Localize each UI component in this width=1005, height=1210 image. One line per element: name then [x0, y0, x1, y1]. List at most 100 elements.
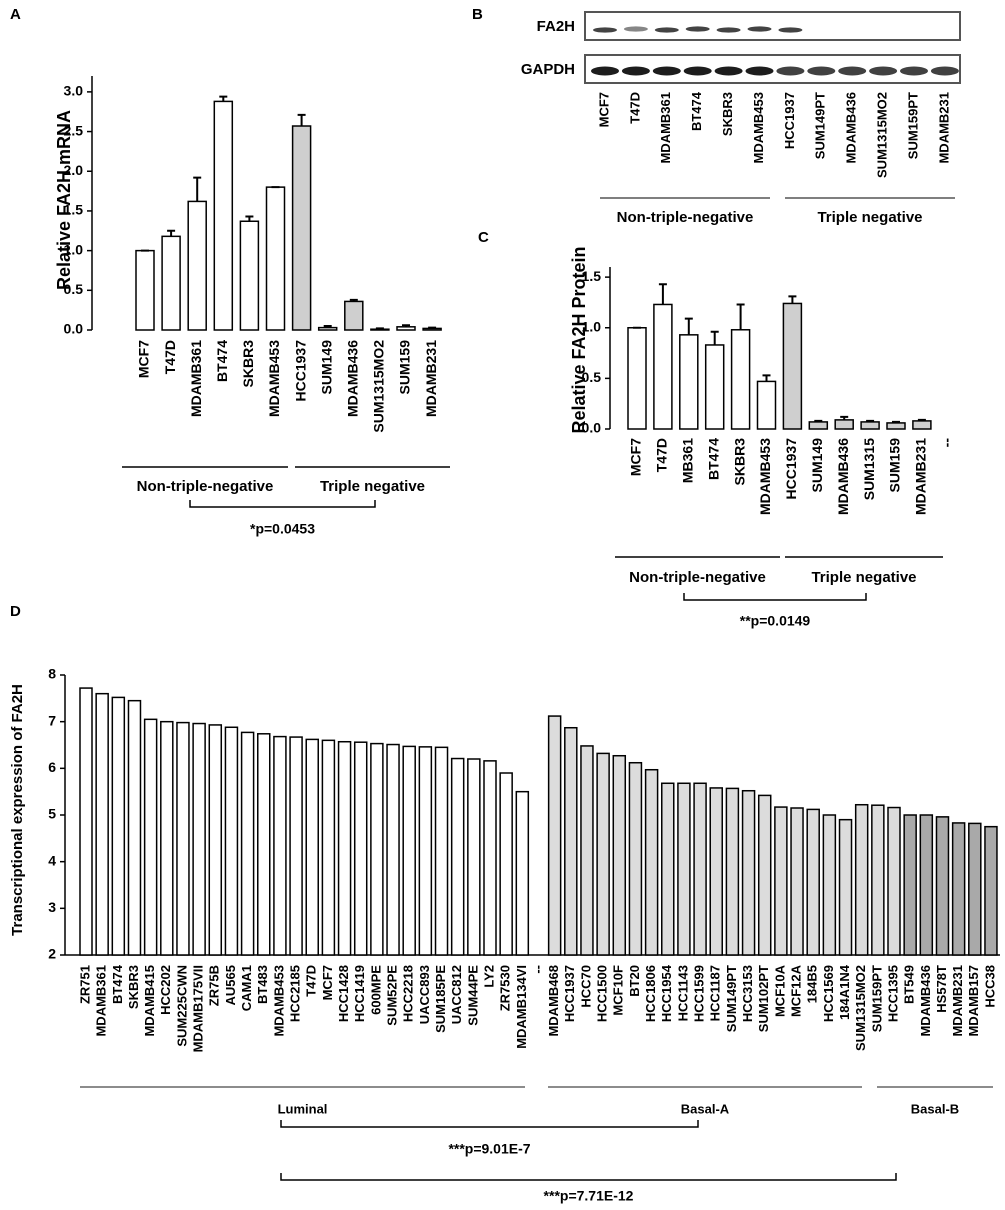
group-label: Non-triple-negative — [617, 209, 754, 226]
error-bar — [710, 330, 719, 345]
group-label: Basal-B — [911, 1101, 959, 1116]
bar — [679, 334, 699, 430]
y-tick-label: 0.5 — [582, 369, 602, 385]
x-tick-label: MDAMB453 — [271, 965, 286, 1037]
bar — [912, 420, 932, 430]
bar — [370, 742, 384, 956]
bar — [422, 327, 442, 331]
bar — [273, 735, 287, 956]
y-tick-label: 0.0 — [64, 321, 84, 337]
panel-letter: A — [10, 6, 21, 23]
bar — [627, 327, 647, 430]
x-tick-label: HCC1599 — [692, 965, 707, 1022]
x-tick-label: HCC1806 — [643, 965, 658, 1022]
x-tick-label: CAMA1 — [239, 965, 254, 1011]
x-tick-label: SUM149 — [318, 340, 334, 395]
bar — [903, 814, 917, 956]
group-label: Non-triple-negative — [629, 569, 766, 586]
lane-label: SKBR3 — [720, 92, 735, 136]
x-tick-label: MDAMB453 — [757, 438, 773, 515]
lane-label: HCC1937 — [782, 92, 797, 149]
significance-bracket — [189, 500, 376, 508]
x-tick-label: ZR75B — [207, 965, 222, 1006]
bar — [653, 303, 673, 430]
bar — [396, 326, 416, 331]
x-tick-label: MCF12A — [788, 964, 803, 1017]
bar — [353, 741, 368, 956]
x-tick-label: BT474 — [705, 438, 721, 480]
x-tick-label: SUM149PT — [724, 965, 739, 1032]
bar — [704, 344, 725, 430]
bar — [887, 806, 901, 956]
bar — [822, 814, 837, 956]
bar — [854, 803, 869, 956]
bar — [321, 739, 336, 956]
y-tick-label: 1.5 — [582, 268, 602, 284]
bar — [305, 738, 319, 956]
error-bar — [736, 303, 745, 330]
x-tick-label: SUM159 — [397, 340, 413, 395]
y-tick-label: 5 — [48, 806, 56, 822]
significance-bracket — [280, 1120, 699, 1128]
bar — [628, 761, 643, 956]
bar — [143, 718, 158, 956]
x-tick-label: MDAMB157 — [966, 965, 981, 1037]
protein-band — [683, 66, 712, 76]
bar — [187, 200, 207, 331]
bar — [265, 186, 286, 331]
bar — [968, 822, 982, 956]
x-tick-label: HCC1187 — [708, 965, 723, 1021]
significance-bracket — [683, 593, 867, 601]
protein-band — [745, 66, 774, 76]
bar — [317, 326, 338, 331]
group-label: Basal-A — [681, 1101, 730, 1116]
x-tick-label: HCC1937 — [292, 340, 308, 402]
x-tick-label: HCC3153 — [740, 965, 755, 1022]
protein-band — [593, 27, 617, 33]
lane-label: MDAMB453 — [751, 92, 766, 164]
error-bar — [658, 283, 667, 305]
lane-label: SUM149PT — [813, 92, 828, 159]
x-tick-label: 184A1N4 — [837, 964, 852, 1020]
bar — [257, 733, 271, 956]
x-tick-label: HCC202 — [158, 965, 173, 1015]
x-tick-label: BT474 — [110, 964, 125, 1004]
bar — [725, 787, 740, 956]
x-tick-label: HCC1143 — [675, 965, 690, 1021]
y-tick-label: 2.5 — [64, 122, 84, 138]
error-bar — [402, 324, 410, 327]
bar — [386, 743, 400, 956]
x-tick-label: UACC812 — [449, 965, 464, 1024]
bar — [808, 421, 829, 430]
protein-band — [714, 66, 743, 76]
p-value: *p=0.0453 — [250, 521, 315, 537]
lane-label: SUM1315MO2 — [875, 92, 890, 178]
lane-label: MCF7 — [596, 92, 611, 127]
x-tick-label: MCF7 — [628, 438, 644, 476]
x-tick-label: SKBR3 — [731, 438, 747, 486]
y-tick-label: 6 — [48, 759, 56, 775]
protein-band — [776, 66, 805, 76]
bar — [741, 789, 756, 956]
bar — [757, 794, 772, 956]
y-tick-label: 3.0 — [64, 83, 84, 99]
x-tick-label: HCC1954 — [659, 964, 674, 1022]
western-blot: B FA2H GAPDH MCF7 T47D MDAMB361 BT474 SKBR3 MDAM… — [472, 6, 961, 226]
y-tick-label: 1.0 — [64, 241, 84, 257]
x-tick-label: HCC1500 — [595, 965, 610, 1022]
x-tick-label: 184B5 — [805, 965, 820, 1003]
bar — [693, 782, 707, 956]
y-axis-label: Relative FA2H mRNA — [54, 110, 74, 290]
x-tick-label: 600MPE — [368, 965, 383, 1015]
x-tick-label: HCC70 — [578, 965, 593, 1008]
p-value: **p=0.0149 — [740, 613, 811, 629]
bar — [612, 754, 627, 956]
x-tick-label: HCC1428 — [336, 965, 351, 1022]
x-tick-label: SUM1315MO2 — [853, 965, 868, 1051]
protein-band — [685, 26, 710, 32]
y-axis-label: Transcriptional expression of FA2H — [9, 684, 26, 936]
bar — [467, 758, 481, 956]
x-tick-label: MDAMB436 — [345, 340, 361, 417]
x-tick-label: HCC38 — [982, 965, 997, 1008]
